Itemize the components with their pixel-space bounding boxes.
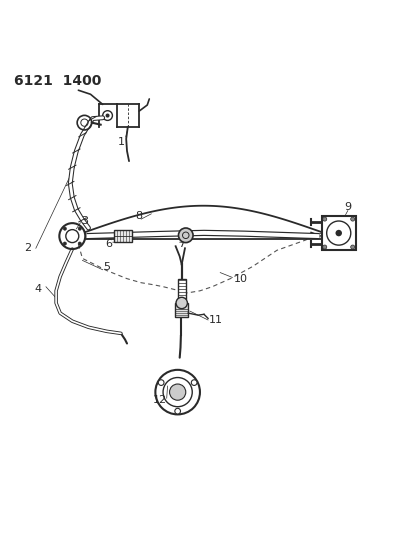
Circle shape: [178, 228, 193, 243]
Text: 1: 1: [118, 137, 124, 147]
Circle shape: [191, 379, 197, 385]
Text: 3: 3: [81, 216, 88, 225]
Text: 4: 4: [34, 284, 42, 294]
Text: 5: 5: [103, 262, 110, 271]
Text: 11: 11: [209, 315, 223, 325]
Circle shape: [106, 114, 110, 118]
Circle shape: [63, 227, 67, 230]
Circle shape: [78, 227, 81, 230]
Circle shape: [351, 217, 355, 221]
Text: 6121  1400: 6121 1400: [13, 74, 101, 88]
Text: 8: 8: [135, 211, 143, 221]
Text: 2: 2: [24, 243, 31, 253]
Circle shape: [176, 297, 187, 309]
Text: 10: 10: [233, 274, 248, 285]
Circle shape: [175, 408, 180, 414]
Circle shape: [335, 230, 342, 236]
Text: 6: 6: [105, 239, 112, 249]
Circle shape: [63, 242, 67, 245]
Bar: [322, 216, 356, 251]
Text: 7: 7: [178, 239, 185, 249]
Bar: [175, 303, 188, 317]
Circle shape: [158, 379, 164, 385]
Circle shape: [323, 245, 327, 249]
Circle shape: [323, 217, 327, 221]
Circle shape: [170, 384, 186, 400]
Circle shape: [351, 245, 355, 249]
Circle shape: [78, 242, 81, 245]
FancyBboxPatch shape: [114, 230, 132, 242]
Bar: [177, 279, 186, 299]
Text: 12: 12: [152, 395, 166, 405]
Text: 9: 9: [344, 203, 351, 212]
